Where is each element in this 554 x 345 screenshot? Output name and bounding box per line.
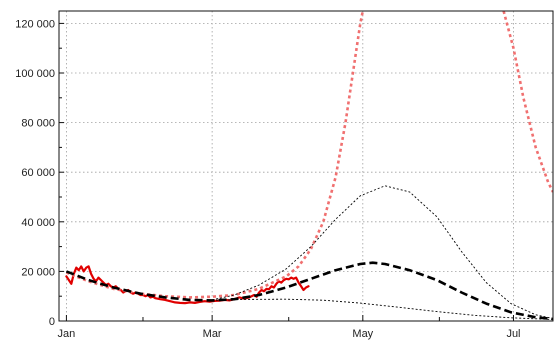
y-tick-label: 40 000 [21, 217, 55, 229]
series-layer [65, 11, 553, 321]
y-tick-label: 20 000 [21, 266, 55, 278]
series-line-2 [65, 11, 365, 299]
y-tick-label: 120 000 [15, 18, 55, 30]
x-tick-label: May [352, 328, 373, 340]
series-line-6 [212, 298, 553, 320]
x-tick-label: Mar [203, 328, 222, 340]
series-line-4 [65, 261, 553, 321]
x-tick-label: Jan [58, 328, 76, 340]
series-line-1 [65, 265, 310, 305]
y-tick-label: 80 000 [21, 118, 55, 130]
x-tick-label: Jul [506, 328, 520, 340]
tick-layer [59, 22, 514, 322]
y-tick-label: 60 000 [21, 167, 55, 179]
plot-frame [58, 10, 554, 322]
series-line-3 [502, 11, 553, 193]
series-line-5 [212, 185, 553, 319]
label-layer: 0 20 000 40 000 60 000 80 000 100 000 120 000 J… [15, 18, 520, 340]
y-tick-label: 100 000 [15, 68, 55, 80]
y-tick-label: 0 [49, 316, 55, 328]
grid-layer [59, 11, 553, 321]
